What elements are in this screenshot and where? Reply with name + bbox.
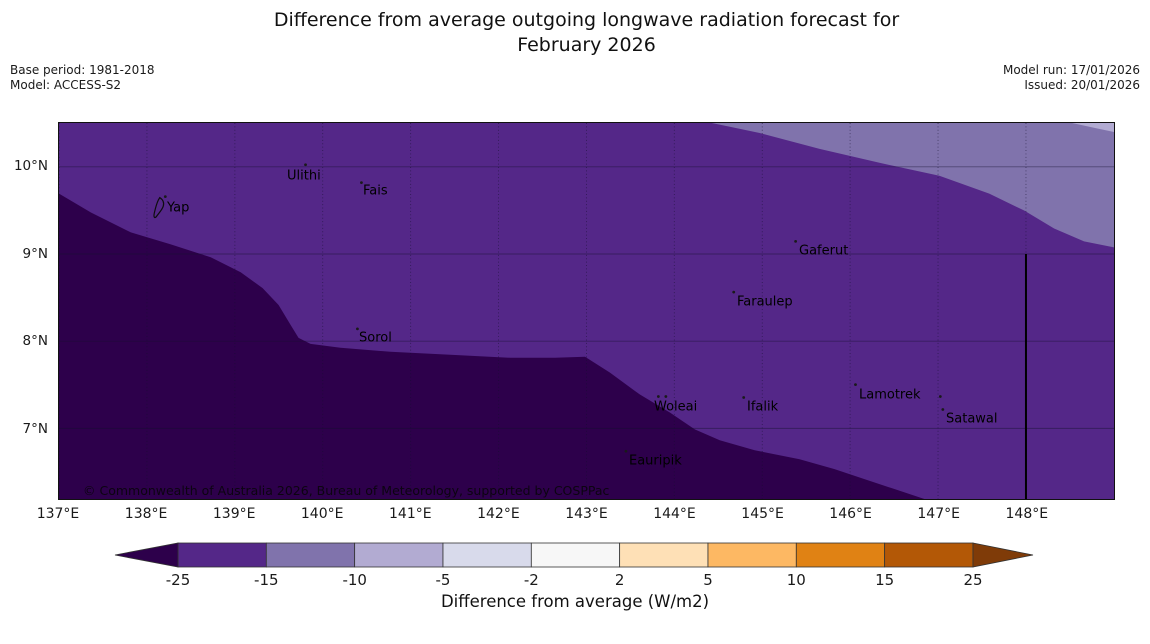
colorbar-tick-15: 15 bbox=[875, 571, 895, 589]
base-period-text: Base period: 1981-2018 bbox=[10, 63, 155, 77]
x-tick-145°E: 145°E bbox=[741, 506, 784, 522]
island-dot-ulithi bbox=[304, 163, 307, 167]
island-dot-eauripik bbox=[624, 449, 628, 453]
chart-title: Difference from average outgoing longwav… bbox=[58, 8, 1115, 58]
colorbar-tick-5: 5 bbox=[703, 571, 713, 589]
colorbar-tick--5: -5 bbox=[435, 571, 451, 589]
colorbar-segment-4 bbox=[530, 542, 621, 568]
island-dot-yap bbox=[163, 195, 167, 199]
island-dot-gaferut bbox=[794, 239, 798, 243]
island-dot-ifalik bbox=[742, 396, 746, 399]
region-minus10-to-minus5 bbox=[1072, 123, 1114, 132]
colorbar-tick-10: 10 bbox=[786, 571, 806, 589]
island-dot-woleai bbox=[664, 395, 668, 398]
island-dot-fais bbox=[360, 181, 363, 185]
x-tick-146°E: 146°E bbox=[829, 506, 872, 522]
colorbar-over-arrow bbox=[972, 542, 1034, 568]
y-tick-10°N: 10°N bbox=[13, 158, 48, 174]
region-minus15-to-minus10 bbox=[711, 123, 1114, 248]
x-tick-140°E: 140°E bbox=[300, 506, 344, 522]
colorbar-tick-25: 25 bbox=[963, 571, 983, 589]
chart-title-line1: Difference from average outgoing longwav… bbox=[273, 9, 900, 31]
map-contours-svg bbox=[59, 123, 1114, 499]
island-dot-satawal bbox=[941, 408, 945, 411]
map-plot-area bbox=[58, 122, 1115, 500]
colorbar-segment-0 bbox=[177, 542, 267, 568]
colorbar-segment-3 bbox=[442, 542, 532, 568]
x-tick-147°E: 147°E bbox=[917, 506, 960, 522]
colorbar-segment-8 bbox=[884, 542, 974, 568]
x-tick-137°E: 137°E bbox=[36, 506, 80, 522]
colorbar-under-arrow bbox=[114, 542, 179, 568]
x-tick-143°E: 143°E bbox=[565, 506, 608, 522]
x-tick-141°E: 141°E bbox=[389, 506, 432, 522]
y-tick-9°N: 9°N bbox=[22, 245, 48, 262]
colorbar-segment-2 bbox=[354, 542, 444, 568]
x-tick-148°E: 148°E bbox=[1005, 506, 1049, 522]
island-dot-faraulep bbox=[732, 290, 736, 294]
y-tick-7°N: 7°N bbox=[22, 421, 48, 437]
x-tick-138°E: 138°E bbox=[124, 506, 168, 522]
colorbar-segment-1 bbox=[265, 542, 356, 568]
yap-island-outline bbox=[153, 196, 165, 219]
issued-text: Issued: 20/01/2026 bbox=[1024, 78, 1140, 92]
colorbar-tick--10: -10 bbox=[342, 571, 367, 589]
colorbar-tick--2: -2 bbox=[523, 571, 539, 589]
colorbar-tick-2: 2 bbox=[614, 571, 625, 589]
x-tick-142°E: 142°E bbox=[477, 506, 520, 522]
island-dot-lamotrek bbox=[854, 383, 857, 387]
island-dot-lamotrek bbox=[938, 395, 942, 398]
chart-title-line2: February 2026 bbox=[517, 34, 656, 56]
colorbar-tick--15: -15 bbox=[254, 571, 279, 589]
colorbar-segment-7 bbox=[795, 542, 886, 568]
x-tick-139°E: 139°E bbox=[212, 506, 256, 522]
colorbar-label: Difference from average (W/m2) bbox=[440, 592, 710, 611]
colorbar-segment-6 bbox=[707, 542, 797, 568]
island-dot-sorol bbox=[356, 327, 359, 331]
model-text: Model: ACCESS-S2 bbox=[10, 78, 122, 92]
meta-left: Base period: 1981-2018 Model: ACCESS-S2 bbox=[10, 63, 155, 93]
meta-right: Model run: 17/01/2026 Issued: 20/01/2026 bbox=[1003, 63, 1140, 93]
y-tick-8°N: 8°N bbox=[22, 333, 48, 350]
island-dot-woleai bbox=[656, 395, 660, 398]
colorbar-segment-5 bbox=[619, 542, 709, 568]
region-below-minus25 bbox=[59, 193, 925, 499]
colorbar-tick--25: -25 bbox=[165, 571, 191, 589]
model-run-text: Model run: 17/01/2026 bbox=[1002, 63, 1140, 77]
x-tick-144°E: 144°E bbox=[653, 506, 696, 522]
